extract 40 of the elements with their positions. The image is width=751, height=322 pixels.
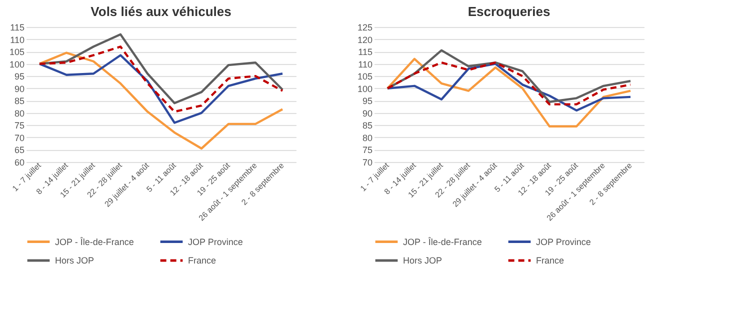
line-series (386, 62, 632, 112)
y-tick-label: 115 (10, 22, 24, 32)
line-series (386, 61, 632, 106)
legend-label: France (536, 256, 564, 266)
y-tick-label: 80 (14, 108, 24, 118)
y-tick-label: 65 (14, 145, 24, 156)
y-tick-label: 110 (358, 59, 372, 70)
line-series (38, 46, 284, 113)
y-tick-label: 100 (9, 59, 24, 70)
y-tick-label: 70 (14, 132, 24, 143)
y-tick-label: 95 (362, 96, 372, 106)
y-tick-label: 85 (362, 120, 372, 131)
y-tick-label: 85 (14, 96, 24, 106)
legend-label: JOP - Île-de-France (55, 236, 134, 247)
legend-label: JOP Province (536, 236, 591, 247)
y-tick-label: 120 (357, 34, 372, 45)
chart-title: Vols liés aux véhicules (90, 4, 232, 19)
legend-label: Hors JOP (55, 256, 94, 266)
y-tick-label: 105 (357, 72, 372, 82)
y-tick-label: 110 (10, 34, 24, 45)
y-tick-label: 90 (14, 84, 24, 94)
y-tick-label: 60 (14, 158, 24, 168)
legend-label: JOP - Île-de-France (403, 236, 482, 247)
y-tick-label: 105 (9, 47, 24, 58)
chart-title: Escroqueries (468, 4, 550, 19)
line-series (386, 58, 632, 128)
y-tick-label: 125 (357, 22, 372, 32)
y-tick-label: 90 (362, 108, 372, 118)
legend-label: JOP Province (188, 236, 243, 247)
line-series (38, 52, 284, 150)
y-tick-label: 80 (362, 132, 372, 143)
legend-label: France (188, 256, 216, 266)
y-tick-label: 95 (14, 72, 24, 82)
y-tick-label: 70 (362, 158, 372, 168)
y-tick-label: 100 (357, 84, 372, 94)
y-tick-label: 75 (362, 145, 372, 156)
legend-label: Hors JOP (403, 256, 442, 266)
y-tick-label: 75 (14, 120, 24, 131)
y-tick-label: 115 (358, 47, 372, 58)
line-series (38, 54, 284, 124)
